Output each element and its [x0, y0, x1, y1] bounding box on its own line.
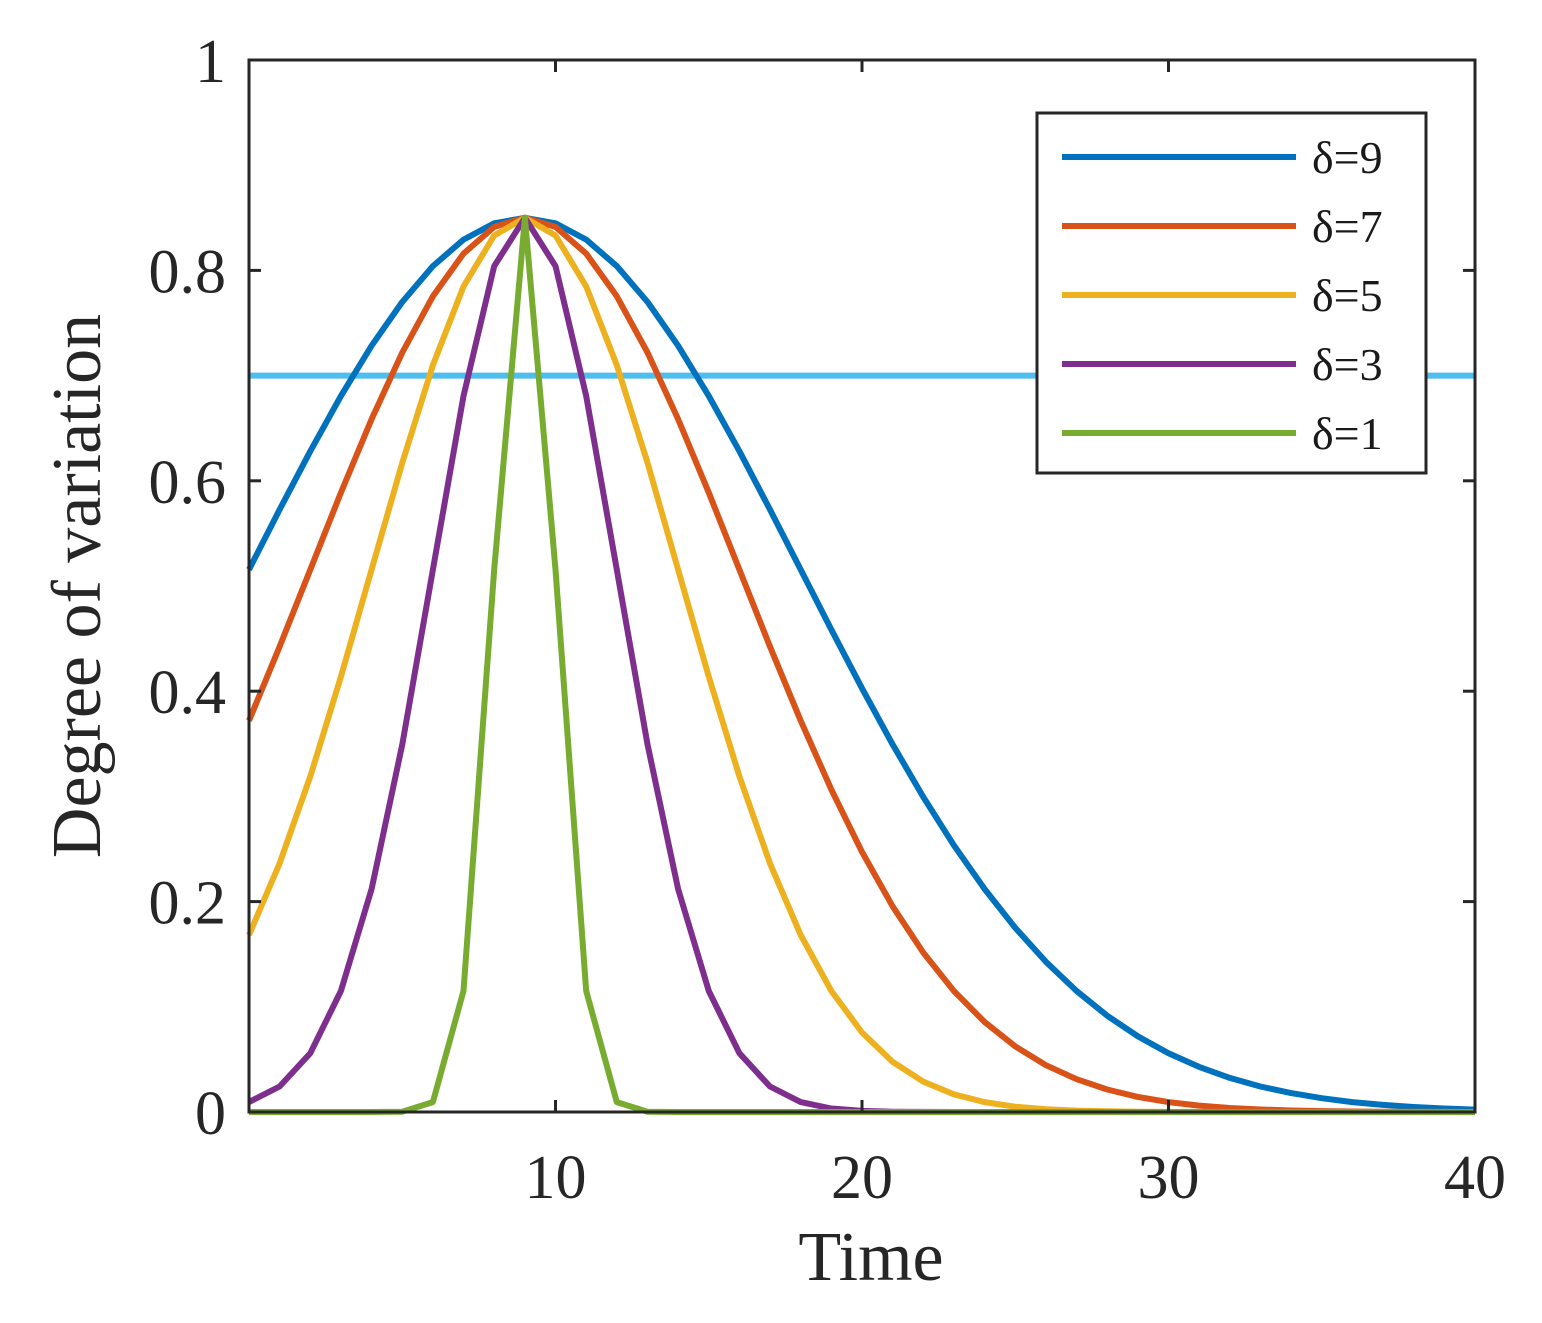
legend: δ=9 δ=7 δ=5 δ=3 δ=1: [1035, 111, 1428, 475]
y-tick-label: 0: [195, 1080, 226, 1148]
tick-labels: 10 20 30 40 0 0.2 0.4 0.6 0.8 1: [149, 28, 1507, 1212]
x-tick-label: 20: [831, 1144, 893, 1212]
y-tick-label: 0.6: [149, 449, 227, 517]
y-tick-label: 1: [195, 28, 226, 96]
y-axis-label: Degree of variation: [39, 314, 116, 858]
legend-label: δ=9: [1312, 132, 1383, 183]
x-axis-label: Time: [798, 1219, 943, 1296]
legend-label: δ=1: [1312, 408, 1383, 459]
legend-label: δ=5: [1312, 270, 1383, 321]
x-tick-label: 40: [1444, 1144, 1506, 1212]
series-line-1: [246, 214, 1476, 1113]
x-tick-label: 30: [1138, 1144, 1200, 1212]
y-tick-label: 0.2: [149, 870, 227, 938]
y-tick-label: 0.8: [149, 238, 227, 306]
x-tick-label: 10: [525, 1144, 587, 1212]
axes-box: [247, 58, 1477, 1114]
y-tick-label: 0.4: [149, 659, 227, 727]
legend-label: δ=3: [1312, 339, 1383, 390]
legend-label: δ=7: [1312, 201, 1383, 252]
